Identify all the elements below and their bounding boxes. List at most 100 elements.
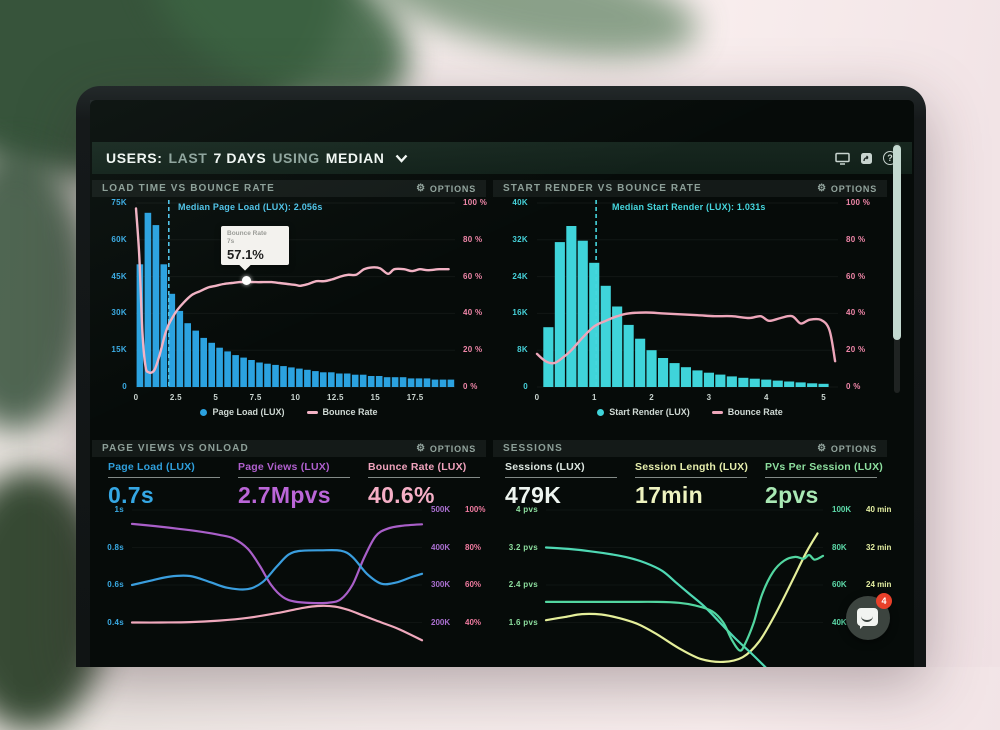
histogram-bar [168, 293, 176, 387]
histogram-bar [240, 357, 247, 387]
histogram-bar [328, 372, 335, 387]
tooltip-time: 7s [227, 238, 235, 245]
header-using-label: USING [272, 150, 320, 166]
histogram-bar [577, 240, 588, 387]
bounce-rate-line [134, 207, 450, 375]
chat-bubble-button[interactable]: 4 [846, 593, 892, 640]
load-time-chart: 75K 100 % 60K 80 % 45K 60 % 30K 40 % 15K 20 % 0 0 %… [92, 196, 486, 428]
legend-bounce-rate[interactable]: Bounce Rate [306, 407, 378, 417]
series-line [544, 553, 825, 652]
options-button[interactable]: ⚙ OPTIONS [416, 182, 476, 194]
gear-icon: ⚙ [416, 182, 426, 194]
histogram-bar [256, 362, 263, 387]
metric-sessions: Sessions (LUX) 479K [505, 461, 635, 509]
histogram-bar [566, 226, 577, 387]
histogram-bar [232, 355, 239, 387]
histogram-bar [184, 323, 191, 387]
panel-title: LOAD TIME VS BOUNCE RATE [102, 183, 275, 194]
histogram-bar [280, 366, 287, 387]
series-line [130, 548, 424, 591]
header-last-label: LAST [168, 150, 208, 166]
histogram-bar [399, 377, 407, 387]
metric-underline [238, 477, 350, 478]
sessions-metrics: Sessions (LUX) 479K Session Length (LUX)… [505, 461, 895, 509]
options-button[interactable]: ⚙ OPTIONS [817, 442, 877, 454]
panel-header-start-render: START RENDER VS BOUNCE RATE ⚙ OPTIONS [493, 180, 887, 197]
histogram-bar [312, 371, 319, 387]
histogram-bar [304, 369, 311, 387]
histogram-bar [772, 380, 783, 387]
share-icon[interactable] [858, 151, 874, 165]
histogram-bar [367, 376, 375, 387]
median-start-render-label: Median Start Render (LUX): 1.031s [612, 202, 766, 212]
histogram-bar [296, 368, 303, 387]
histogram-bar [200, 337, 207, 387]
histogram-bar [738, 377, 749, 387]
histogram-bar [192, 330, 199, 387]
histogram-bar [635, 338, 646, 387]
histogram-bar [264, 363, 271, 387]
metric-underline [108, 477, 220, 478]
histogram-bar [680, 367, 691, 387]
histogram-bar [692, 370, 703, 387]
histogram-bar [807, 383, 818, 387]
histogram-bar [288, 367, 295, 387]
bounce-rate-line [535, 311, 837, 365]
legend-dash-icon [306, 410, 318, 414]
histogram-bar [415, 378, 423, 387]
chevron-down-icon [395, 154, 408, 163]
tooltip-series: Bounce Rate [227, 230, 267, 237]
histogram-bar [749, 378, 760, 387]
histogram-bar [152, 225, 160, 387]
page-views-metrics: Page Load (LUX) 0.7s Page Views (LUX) 2.… [108, 461, 498, 509]
plant-leaf [364, 0, 706, 78]
series-line [130, 522, 424, 605]
legend-bounce-rate[interactable]: Bounce Rate [711, 407, 783, 417]
histogram-bar [208, 342, 215, 387]
histogram-bar [623, 324, 634, 387]
gear-icon: ⚙ [416, 442, 426, 454]
histogram-bar [658, 358, 669, 387]
panel-header-sessions: SESSIONS ⚙ OPTIONS [493, 440, 887, 457]
histogram-bar [272, 364, 279, 387]
histogram-bar [359, 374, 367, 387]
histogram-bar [160, 264, 168, 387]
display-icon[interactable] [834, 151, 850, 165]
histogram-bar [669, 363, 680, 387]
options-button[interactable]: ⚙ OPTIONS [817, 182, 877, 194]
dashboard-header: USERS: LAST 7 DAYS USING MEDIAN ? [92, 142, 912, 174]
histogram-bar [336, 373, 343, 387]
chat-icon [857, 608, 878, 626]
metric-underline [368, 477, 480, 478]
options-button[interactable]: ⚙ OPTIONS [416, 442, 476, 454]
scrollbar-thumb[interactable] [893, 145, 901, 340]
metric-page-load: Page Load (LUX) 0.7s [108, 461, 238, 509]
metric-page-views: Page Views (LUX) 2.7Mpvs [238, 461, 368, 509]
histogram-bar [447, 379, 455, 387]
histogram-bar [543, 327, 554, 387]
legend-start-render[interactable]: Start Render (LUX) [597, 407, 690, 417]
histogram-bar [343, 373, 351, 387]
series-line [130, 604, 424, 642]
legend-dot-icon [597, 408, 605, 416]
histogram-bar [320, 372, 327, 387]
start-render-legend: Start Render (LUX) Bounce Rate [493, 405, 887, 419]
histogram-bar [407, 378, 415, 387]
legend-page-load[interactable]: Page Load (LUX) [200, 407, 285, 417]
header-days-label: 7 DAYS [213, 150, 267, 166]
series-line [544, 532, 819, 664]
metric-underline [765, 477, 877, 478]
histogram-bar [600, 285, 611, 387]
histogram-bar [216, 347, 223, 387]
gear-icon: ⚙ [817, 442, 827, 454]
histogram-bar [554, 242, 565, 387]
legend-dash-icon [711, 410, 723, 414]
histogram-bar [795, 382, 806, 387]
histogram-bar [761, 379, 772, 387]
histogram-bar [144, 212, 152, 387]
load-time-legend: Page Load (LUX) Bounce Rate [92, 405, 486, 419]
panel-header-page-views: PAGE VIEWS VS ONLOAD ⚙ OPTIONS [92, 440, 486, 457]
histogram-bar [391, 377, 399, 387]
panel-title: SESSIONS [503, 443, 563, 454]
timeframe-dropdown[interactable]: USERS: LAST 7 DAYS USING MEDIAN [106, 150, 408, 166]
